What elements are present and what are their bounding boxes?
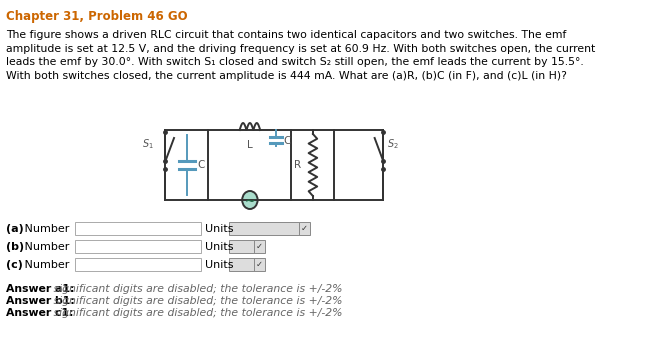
Text: Answer a1:: Answer a1: <box>6 284 75 294</box>
FancyBboxPatch shape <box>229 240 265 253</box>
FancyBboxPatch shape <box>75 222 202 235</box>
Text: R: R <box>294 160 301 170</box>
Text: Number: Number <box>21 260 70 270</box>
Circle shape <box>242 191 258 209</box>
Text: Number: Number <box>21 223 70 233</box>
Text: (b): (b) <box>6 242 24 252</box>
Text: ✓: ✓ <box>255 242 262 251</box>
Text: Chapter 31, Problem 46 GO: Chapter 31, Problem 46 GO <box>6 10 188 23</box>
FancyBboxPatch shape <box>229 258 265 271</box>
FancyBboxPatch shape <box>75 240 202 253</box>
Text: amplitude is set at 12.5 V, and the driving frequency is set at 60.9 Hz. With bo: amplitude is set at 12.5 V, and the driv… <box>6 44 596 53</box>
Text: ✓: ✓ <box>255 260 262 269</box>
Text: significant digits are disabled; the tolerance is +/-2%: significant digits are disabled; the tol… <box>50 284 343 294</box>
Text: With both switches closed, the current amplitude is 444 mA. What are (a)R, (b)C : With both switches closed, the current a… <box>6 71 567 81</box>
Text: ~: ~ <box>244 194 255 208</box>
Text: L: L <box>247 140 253 150</box>
Text: leads the emf by 30.0°. With switch S₁ closed and switch S₂ still open, the emf : leads the emf by 30.0°. With switch S₁ c… <box>6 57 584 67</box>
FancyBboxPatch shape <box>75 258 202 271</box>
Text: C: C <box>197 160 205 170</box>
Text: (a): (a) <box>6 223 24 233</box>
Text: Number: Number <box>21 242 70 252</box>
Text: $S_2$: $S_2$ <box>388 137 399 151</box>
Text: $S_1$: $S_1$ <box>142 137 154 151</box>
Text: Units: Units <box>205 260 233 270</box>
Text: Answer c1:: Answer c1: <box>6 308 73 318</box>
Text: Units: Units <box>205 242 233 252</box>
Text: significant digits are disabled; the tolerance is +/-2%: significant digits are disabled; the tol… <box>50 308 343 318</box>
FancyBboxPatch shape <box>229 222 310 235</box>
Text: C: C <box>284 136 291 146</box>
Text: The figure shows a driven RLC circuit that contains two identical capacitors and: The figure shows a driven RLC circuit th… <box>6 30 566 40</box>
Text: significant digits are disabled; the tolerance is +/-2%: significant digits are disabled; the tol… <box>50 296 343 306</box>
Text: ✓: ✓ <box>301 224 308 233</box>
Text: (c): (c) <box>6 260 23 270</box>
Text: Units: Units <box>205 223 233 233</box>
Text: Answer b1:: Answer b1: <box>6 296 75 306</box>
